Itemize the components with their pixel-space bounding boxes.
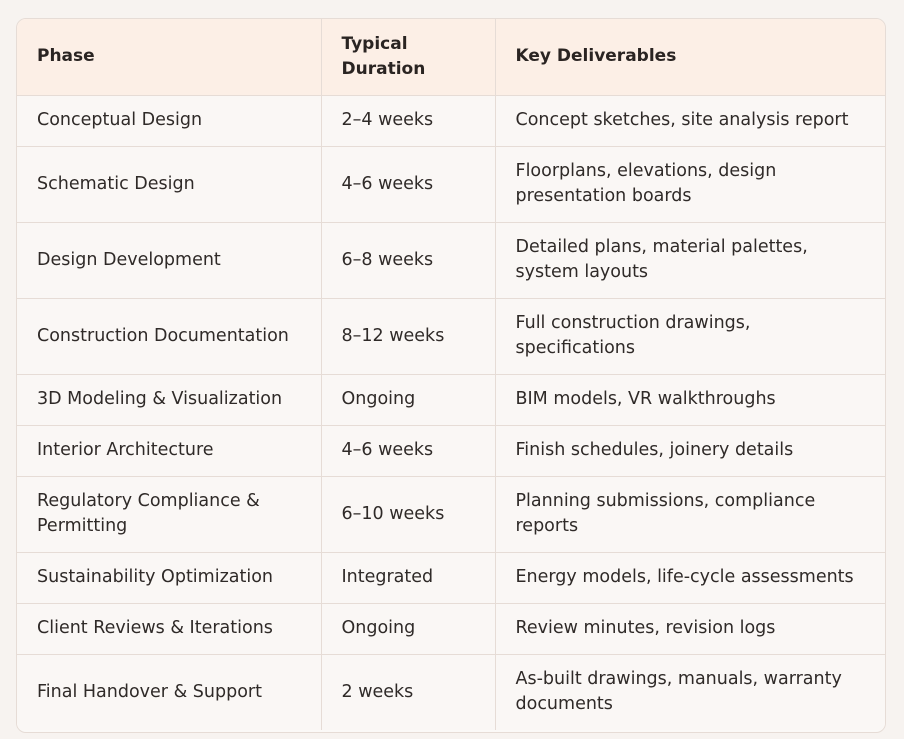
- deliverables-cell: Detailed plans, material palettes, syste…: [495, 222, 885, 299]
- deliverables-cell: Full construction drawings, specificatio…: [495, 298, 885, 375]
- duration-cell: 8–12 weeks: [321, 298, 496, 375]
- duration-cell: 2 weeks: [321, 654, 496, 730]
- table-row: Final Handover & Support 2 weeks As-buil…: [17, 654, 885, 730]
- table-header-row: Phase Typical Duration Key Deliverables: [17, 19, 885, 96]
- duration-cell: 4–6 weeks: [321, 146, 496, 223]
- phase-cell: Final Handover & Support: [17, 654, 322, 730]
- duration-cell: 4–6 weeks: [321, 425, 496, 477]
- phase-cell: Construction Documentation: [17, 298, 322, 375]
- table-row: Interior Architecture 4–6 weeks Finish s…: [17, 425, 885, 477]
- table-row: Client Reviews & Iterations Ongoing Revi…: [17, 603, 885, 655]
- header-key-deliverables: Key Deliverables: [495, 19, 885, 96]
- phase-cell: Client Reviews & Iterations: [17, 603, 322, 655]
- phase-cell: 3D Modeling & Visualization: [17, 374, 322, 426]
- deliverables-cell: Energy models, life-cycle assessments: [495, 552, 885, 604]
- table-row: Regulatory Compliance & Permitting 6–10 …: [17, 476, 885, 553]
- deliverables-cell: As-built drawings, manuals, warranty doc…: [515, 669, 842, 715]
- phase-cell: Interior Architecture: [17, 425, 322, 477]
- phase-cell: Design Development: [17, 222, 322, 299]
- duration-cell: Ongoing: [321, 374, 496, 426]
- table-row: Conceptual Design 2–4 weeks Concept sket…: [17, 95, 885, 147]
- table-row: Sustainability Optimization Integrated E…: [17, 552, 885, 604]
- table-row: Design Development 6–8 weeks Detailed pl…: [17, 222, 885, 299]
- duration-cell: 6–10 weeks: [321, 476, 496, 553]
- deliverables-cell: Floorplans, elevations, design presentat…: [495, 146, 885, 223]
- table-row: Schematic Design 4–6 weeks Floorplans, e…: [17, 146, 885, 223]
- header-typical-duration: Typical Duration: [321, 19, 496, 96]
- duration-cell: 6–8 weeks: [321, 222, 496, 299]
- table-row: Construction Documentation 8–12 weeks Fu…: [17, 298, 885, 375]
- deliverables-cell: Review minutes, revision logs: [495, 603, 885, 655]
- phase-cell: Regulatory Compliance & Permitting: [17, 476, 322, 553]
- header-phase: Phase: [17, 19, 322, 96]
- deliverables-cell: Planning submissions, compliance reports: [495, 476, 885, 553]
- deliverables-cell: BIM models, VR walkthroughs: [495, 374, 885, 426]
- phase-cell: Schematic Design: [17, 146, 322, 223]
- phase-cell: Conceptual Design: [17, 95, 322, 147]
- duration-cell: Integrated: [321, 552, 496, 604]
- project-phases-table: Phase Typical Duration Key Deliverables …: [17, 19, 885, 730]
- deliverables-cell: Finish schedules, joinery details: [495, 425, 885, 477]
- phase-cell: Sustainability Optimization: [17, 552, 322, 604]
- duration-cell: Ongoing: [321, 603, 496, 655]
- project-phases-table-container: Phase Typical Duration Key Deliverables …: [16, 18, 886, 733]
- deliverables-cell: Concept sketches, site analysis report: [495, 95, 885, 147]
- table-row: 3D Modeling & Visualization Ongoing BIM …: [17, 374, 885, 426]
- duration-cell: 2–4 weeks: [321, 95, 496, 147]
